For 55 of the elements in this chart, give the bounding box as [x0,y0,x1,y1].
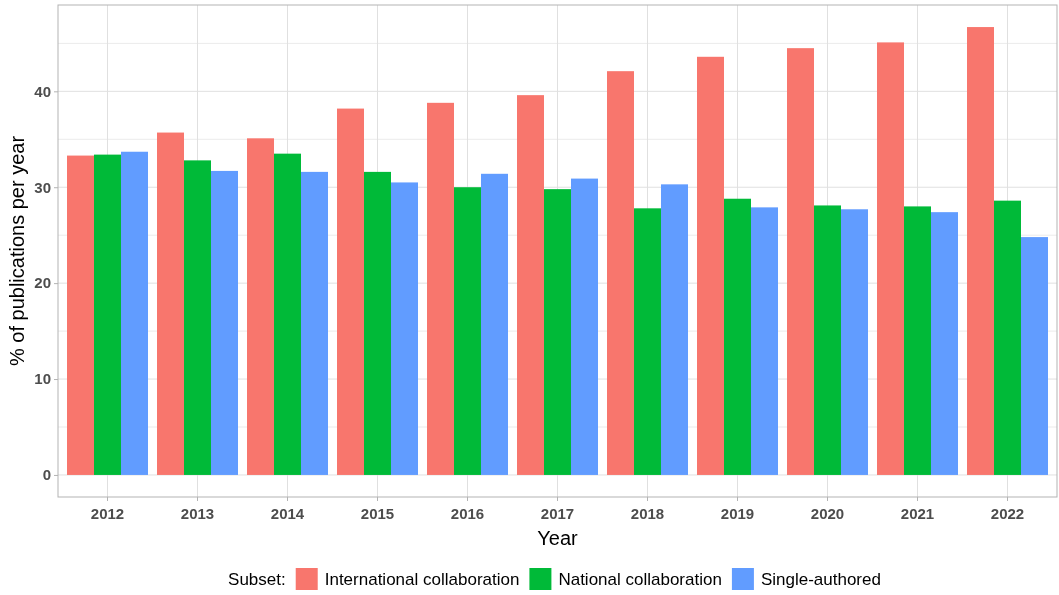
bar [994,200,1021,475]
x-tick-label: 2022 [990,505,1025,522]
y-tick-label: 10 [34,370,51,388]
x-axis-title: Year [537,527,579,549]
x-tick-label: 2021 [900,505,935,522]
legend-label: Single-authored [760,570,881,589]
bar [247,138,274,475]
y-tick-label: 20 [34,274,51,292]
bar [337,108,364,475]
bar [364,171,391,475]
bar [427,102,454,475]
y-tick-label: 0 [42,466,51,484]
bar [814,205,841,475]
bar [967,27,994,475]
x-tick-label: 2015 [360,505,395,522]
bar [391,182,418,475]
bar [481,173,508,475]
bar [634,208,661,475]
x-tick-label: 2012 [90,505,125,522]
bar [454,187,481,475]
legend-label: National collaboration [558,570,722,589]
x-tick-label: 2017 [540,505,575,522]
bar [724,198,751,475]
bar [274,153,301,475]
x-tick-label: 2013 [180,505,215,522]
x-tick-label: 2019 [720,505,755,522]
x-tick-label: 2016 [450,505,485,522]
bar [787,48,814,475]
x-tick-label: 2014 [270,505,305,522]
bar [67,155,94,475]
legend-title: Subset: [228,570,286,589]
y-axis-title: % of publications per year [6,135,28,367]
bar [94,154,121,475]
x-tick-label: 2018 [630,505,665,522]
bar [301,171,328,475]
bar [931,212,958,475]
y-tick-label: 30 [34,178,51,196]
bar [877,42,904,475]
bar [661,184,688,475]
bar [841,209,868,475]
bar [157,132,184,475]
bar [211,170,238,475]
legend-label: International collaboration [324,570,520,589]
bar [1021,237,1048,475]
x-tick-label: 2020 [810,505,845,522]
bar [184,160,211,475]
y-tick-label: 40 [34,82,51,100]
bar [121,151,148,475]
bar [571,178,598,475]
bar [517,95,544,475]
bar [904,206,931,475]
bar [544,189,571,475]
bar [751,207,778,475]
bar [607,71,634,475]
bar [697,56,724,475]
